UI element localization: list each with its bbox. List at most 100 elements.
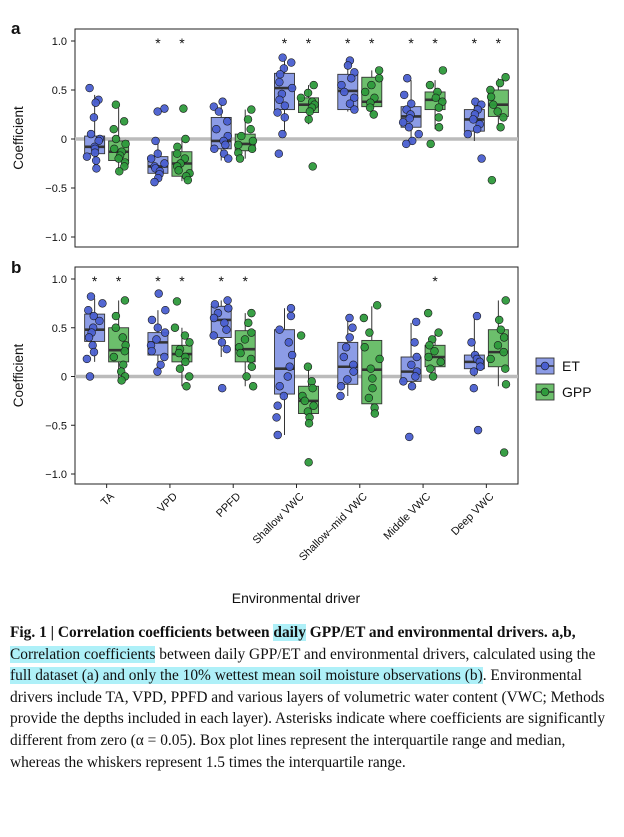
y-tick-label: 0	[61, 134, 67, 146]
box-et: *	[398, 35, 423, 149]
figure-caption: Fig. 1 | Correlation coefficients betwee…	[10, 622, 610, 773]
data-point	[218, 97, 227, 106]
y-tick-label: 0.5	[52, 323, 67, 335]
x-tick-label: Shallow VWC	[251, 491, 307, 547]
data-point	[175, 364, 185, 373]
significance-asterisk: *	[306, 35, 312, 51]
data-point	[111, 134, 121, 144]
box-gpp: *	[108, 273, 130, 385]
data-point	[160, 159, 169, 168]
data-point	[370, 409, 380, 418]
data-point	[89, 347, 99, 357]
data-point	[300, 396, 310, 406]
data-point	[489, 100, 498, 109]
data-point	[434, 113, 443, 122]
data-point	[368, 384, 377, 393]
data-point	[243, 115, 253, 124]
data-point	[210, 300, 220, 309]
data-point	[349, 367, 358, 376]
data-point	[305, 107, 315, 116]
data-point	[91, 156, 101, 165]
caption-text-2: . Environmental drivers include TA, VPD,…	[10, 667, 606, 771]
legend: ET GPP	[535, 357, 592, 401]
data-point	[181, 134, 190, 144]
data-point	[398, 118, 408, 127]
data-point	[154, 289, 163, 298]
data-point	[248, 382, 258, 391]
data-point	[247, 144, 257, 154]
data-point	[285, 362, 294, 371]
box-et: *	[82, 273, 107, 381]
data-point	[304, 115, 313, 124]
significance-asterisk: *	[369, 35, 375, 51]
y-tick-label: 1.0	[52, 274, 67, 286]
data-point	[501, 380, 511, 389]
data-point	[217, 338, 227, 347]
data-point	[339, 352, 349, 362]
data-point	[209, 313, 219, 323]
caption-highlight-1: Correlation coefficients	[10, 645, 156, 663]
data-point	[247, 362, 257, 371]
data-point	[476, 362, 485, 371]
data-point	[247, 308, 256, 318]
data-point	[487, 175, 497, 185]
data-point	[246, 124, 255, 134]
data-point	[341, 343, 351, 352]
data-point	[343, 375, 352, 384]
data-point	[160, 328, 170, 337]
data-point	[111, 311, 121, 321]
data-point	[495, 78, 505, 88]
data-point	[273, 108, 282, 117]
box-gpp: *	[296, 35, 319, 171]
data-point	[411, 317, 421, 327]
y-tick-label: 1.0	[52, 36, 67, 48]
data-point	[359, 313, 369, 323]
data-point	[308, 384, 317, 393]
data-point	[92, 164, 101, 173]
box-et: *	[463, 35, 486, 163]
significance-asterisk: *	[345, 35, 351, 51]
data-point	[403, 74, 412, 83]
significance-asterisk: *	[92, 273, 98, 289]
data-point	[82, 354, 92, 364]
data-point	[185, 338, 194, 347]
data-point	[278, 53, 287, 62]
data-point	[273, 401, 282, 410]
box-et: *	[337, 35, 359, 114]
data-point	[336, 382, 346, 391]
data-point	[121, 139, 130, 149]
data-point	[114, 154, 123, 163]
data-point	[411, 372, 420, 381]
box-et: *	[273, 35, 297, 158]
data-point	[360, 87, 370, 97]
data-point	[185, 372, 194, 381]
legend-label-gpp: GPP	[562, 384, 592, 400]
significance-asterisk: *	[282, 35, 288, 51]
data-point	[153, 149, 162, 158]
data-point	[85, 83, 94, 93]
caption-panels: a,b,	[547, 624, 576, 641]
data-point	[147, 346, 156, 356]
data-point	[153, 323, 162, 332]
data-point	[493, 107, 502, 116]
data-point	[309, 80, 318, 90]
data-point	[496, 123, 505, 132]
data-point	[222, 325, 231, 334]
significance-asterisk: *	[432, 273, 438, 289]
data-point	[486, 354, 495, 364]
data-point	[109, 124, 118, 134]
data-point	[84, 333, 94, 342]
y-tick-label: −1.0	[45, 469, 67, 481]
data-point	[501, 364, 510, 373]
data-point	[469, 384, 479, 393]
data-point	[477, 154, 486, 163]
box-gpp	[486, 296, 511, 457]
data-point	[495, 315, 504, 325]
box-gpp: *	[423, 273, 446, 381]
x-tick-label: Deep VWC	[449, 491, 496, 538]
caption-title-b: GPP/ET and environmental drivers.	[305, 624, 548, 641]
box-gpp: *	[171, 35, 194, 185]
data-point	[304, 458, 313, 467]
data-point	[235, 154, 245, 163]
data-point	[84, 306, 93, 315]
